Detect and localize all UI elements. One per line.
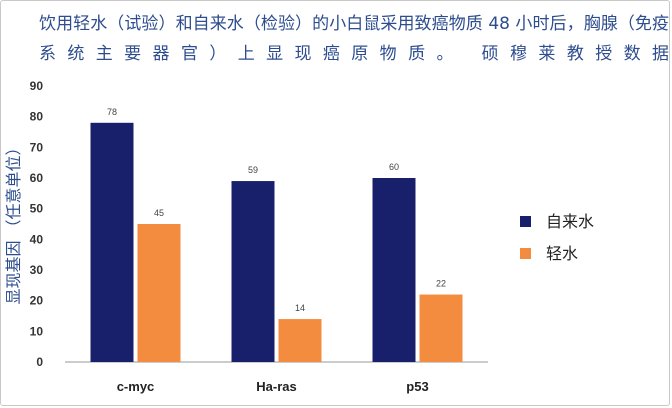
y-axis-label: 显现基因 （任意单位）: [4, 139, 23, 304]
data-label: 45: [154, 208, 164, 218]
bar: [419, 294, 463, 362]
data-label: 60: [389, 162, 399, 172]
y-tick-label: 90: [30, 79, 44, 93]
y-tick-label: 70: [30, 140, 44, 154]
y-tick-label: 10: [30, 324, 44, 338]
data-label: 59: [248, 165, 258, 175]
bar: [372, 178, 416, 362]
data-label: 78: [107, 107, 117, 117]
y-tick-label: 30: [30, 263, 44, 277]
legend-swatch: [520, 216, 531, 227]
data-label: 14: [295, 303, 305, 313]
category-label: p53: [406, 379, 428, 394]
y-tick-label: 0: [36, 355, 43, 369]
legend-swatch: [520, 248, 531, 259]
bar: [231, 181, 275, 362]
y-tick-label: 60: [30, 171, 44, 185]
chart-title: 饮用轻水（试验）和自来水（检验）的小白鼠采用致癌物质 48 小时后，胸腺（免疫系…: [39, 14, 669, 64]
y-tick-label: 50: [30, 202, 44, 216]
y-tick-label: 20: [30, 294, 44, 308]
y-tick-label: 40: [30, 232, 44, 246]
y-tick-label: 80: [30, 110, 44, 124]
category-label: c-myc: [117, 379, 155, 394]
legend-label: 自来水: [546, 212, 594, 231]
bar: [278, 319, 322, 362]
bar: [90, 122, 134, 362]
data-label: 22: [436, 279, 446, 289]
legend-label: 轻水: [546, 244, 578, 263]
bar: [137, 224, 181, 362]
category-label: Ha-ras: [256, 379, 296, 394]
